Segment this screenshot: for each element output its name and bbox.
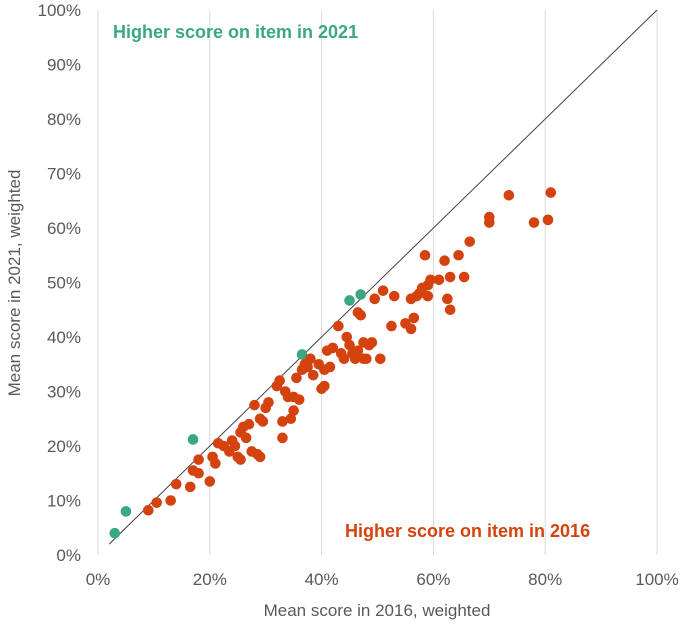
data-point-higher-2016 <box>319 380 330 392</box>
data-point-higher-2021 <box>344 295 355 306</box>
x-axis-title: Mean score in 2016, weighted <box>264 601 491 620</box>
data-point-higher-2016 <box>422 290 434 302</box>
y-tick-label: 70% <box>47 165 81 184</box>
data-point-higher-2016 <box>151 497 162 508</box>
data-point-higher-2016 <box>263 397 274 408</box>
data-point-higher-2021 <box>109 527 121 539</box>
data-point-higher-2016 <box>374 353 386 365</box>
data-points <box>109 187 557 539</box>
data-point-higher-2016 <box>184 481 196 493</box>
data-point-higher-2016 <box>444 304 456 316</box>
data-point-higher-2016 <box>349 353 361 365</box>
data-point-higher-2016 <box>165 495 176 506</box>
y-tick-label: 60% <box>47 219 81 238</box>
data-point-higher-2016 <box>425 274 436 286</box>
data-point-higher-2016 <box>249 399 260 411</box>
data-point-higher-2016 <box>285 413 297 425</box>
data-point-higher-2021 <box>187 434 199 445</box>
data-point-higher-2016 <box>307 369 319 381</box>
data-point-higher-2016 <box>405 323 417 335</box>
data-point-higher-2016 <box>274 375 285 386</box>
data-point-higher-2016 <box>291 372 302 384</box>
y-tick-label: 30% <box>47 383 81 402</box>
data-point-higher-2016 <box>235 454 246 465</box>
data-point-higher-2016 <box>352 345 364 356</box>
data-point-higher-2016 <box>327 342 339 354</box>
data-point-higher-2016 <box>243 418 255 430</box>
data-point-higher-2016 <box>433 274 445 286</box>
data-point-higher-2016 <box>503 190 515 201</box>
data-point-higher-2016 <box>277 416 288 427</box>
data-point-higher-2016 <box>419 249 431 261</box>
data-point-higher-2016 <box>193 467 204 479</box>
x-tick-label: 60% <box>416 570 450 589</box>
data-point-higher-2016 <box>333 320 344 332</box>
gridlines <box>97 10 658 555</box>
y-tick-label: 100% <box>38 1 81 20</box>
data-point-higher-2016 <box>369 293 381 305</box>
data-point-higher-2016 <box>439 255 450 266</box>
data-point-higher-2016 <box>341 331 353 343</box>
data-point-higher-2016 <box>254 451 266 463</box>
data-point-higher-2016 <box>453 249 464 261</box>
y-tick-label: 40% <box>47 328 81 347</box>
data-point-higher-2016 <box>442 293 453 305</box>
data-point-higher-2016 <box>545 187 557 198</box>
y-tick-label: 10% <box>47 492 81 511</box>
data-point-higher-2016 <box>338 353 350 365</box>
data-point-higher-2016 <box>464 236 476 247</box>
data-point-higher-2016 <box>143 505 154 516</box>
data-point-higher-2016 <box>170 478 182 490</box>
data-point-higher-2016 <box>366 337 378 348</box>
data-point-higher-2016 <box>305 353 316 365</box>
y-axis-title: Mean score in 2021, weighted <box>5 170 24 397</box>
data-point-higher-2021 <box>296 349 308 360</box>
x-tick-label: 40% <box>305 570 339 589</box>
data-point-higher-2016 <box>204 476 216 487</box>
data-point-higher-2016 <box>377 285 389 296</box>
x-tick-labels: 0% 20% 40% 60% 80% 100% <box>86 570 679 589</box>
data-point-higher-2016 <box>386 320 397 332</box>
data-point-higher-2016 <box>444 271 456 283</box>
y-tick-label: 80% <box>47 110 81 129</box>
y-tick-label: 50% <box>47 274 81 293</box>
x-tick-label: 100% <box>635 570 678 589</box>
annotation-higher-2016: Higher score on item in 2016 <box>345 521 590 541</box>
data-point-higher-2016 <box>344 339 355 351</box>
x-tick-label: 0% <box>86 570 111 589</box>
y-tick-labels: 0% 10% 20% 30% 40% 50% 60% 70% 80% 90% 100% <box>38 1 81 565</box>
data-point-higher-2016 <box>458 271 470 283</box>
data-point-higher-2016 <box>324 361 336 373</box>
data-point-higher-2016 <box>361 353 372 365</box>
data-point-higher-2021 <box>355 289 367 300</box>
data-point-higher-2016 <box>257 416 269 427</box>
data-point-higher-2016 <box>408 312 420 324</box>
x-tick-label: 80% <box>528 570 562 589</box>
data-point-higher-2016 <box>542 214 554 226</box>
data-point-higher-2016 <box>288 405 299 416</box>
x-tick-label: 20% <box>193 570 227 589</box>
y-tick-label: 90% <box>47 56 81 75</box>
data-point-higher-2021 <box>120 506 132 517</box>
data-point-higher-2016 <box>210 458 221 469</box>
data-point-higher-2016 <box>388 290 400 302</box>
data-point-higher-2016 <box>229 440 241 452</box>
data-point-higher-2016 <box>277 432 288 444</box>
data-point-higher-2016 <box>240 432 252 444</box>
data-point-higher-2016 <box>528 217 540 228</box>
annotation-higher-2021: Higher score on item in 2021 <box>113 22 358 42</box>
data-point-higher-2016 <box>293 394 305 405</box>
data-point-higher-2016 <box>302 361 313 373</box>
data-point-higher-2016 <box>193 454 204 465</box>
y-tick-label: 0% <box>56 546 81 565</box>
y-tick-label: 20% <box>47 437 81 456</box>
data-point-higher-2016 <box>355 309 367 321</box>
data-point-higher-2016 <box>484 211 495 223</box>
equality-reference-line <box>108 9 658 545</box>
